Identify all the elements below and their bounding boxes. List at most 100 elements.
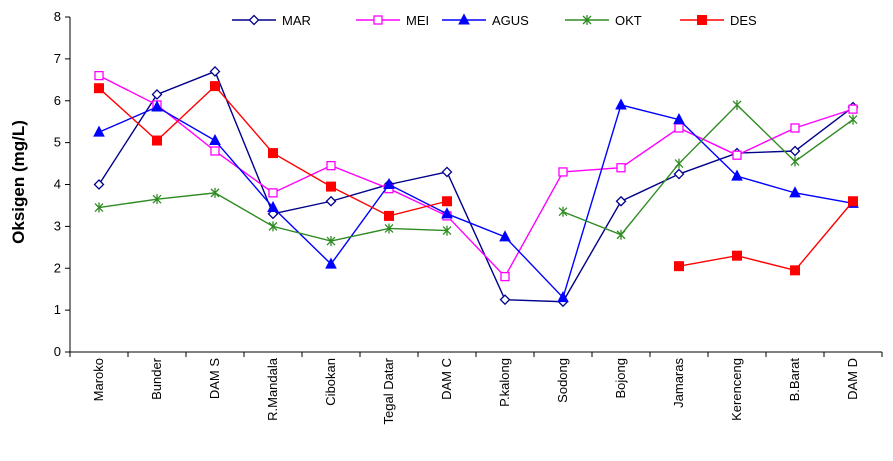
data-point bbox=[582, 15, 592, 25]
data-point bbox=[325, 257, 337, 269]
y-tick-label: 3 bbox=[54, 218, 61, 233]
data-point bbox=[93, 179, 105, 190]
data-point bbox=[674, 261, 684, 272]
data-point bbox=[790, 123, 800, 133]
legend-item-des: DES bbox=[680, 13, 757, 28]
legend-label: AGUS bbox=[492, 13, 529, 28]
series-mar bbox=[93, 66, 859, 308]
data-point bbox=[210, 187, 220, 198]
data-point bbox=[93, 125, 105, 137]
y-tick-label: 8 bbox=[54, 9, 61, 24]
data-point bbox=[615, 195, 627, 207]
data-point bbox=[152, 194, 162, 205]
x-tick-label: DAM D bbox=[845, 358, 860, 400]
data-point bbox=[557, 290, 569, 303]
x-tick-label: Kerenceng bbox=[729, 358, 744, 421]
series-agus bbox=[93, 98, 859, 303]
series-line bbox=[678, 200, 854, 272]
data-point bbox=[673, 168, 685, 180]
data-point bbox=[458, 13, 470, 25]
y-tick-label: 1 bbox=[54, 302, 61, 317]
legend-item-mei: MEI bbox=[356, 13, 429, 28]
data-point bbox=[267, 200, 279, 213]
y-axis-label: Oksigen (mg/L) bbox=[9, 120, 28, 244]
data-point bbox=[499, 230, 511, 242]
data-point bbox=[210, 146, 220, 156]
data-point bbox=[674, 123, 684, 133]
data-point bbox=[442, 225, 452, 236]
data-point bbox=[848, 104, 858, 114]
data-point bbox=[616, 163, 626, 173]
series-line bbox=[98, 104, 854, 299]
data-point bbox=[441, 207, 453, 219]
data-point bbox=[790, 156, 800, 167]
x-tick-labels: Maroko Bunder DAM S R.Mandala Cibokan Tegal D… bbox=[91, 357, 860, 424]
data-point bbox=[674, 158, 684, 169]
data-point bbox=[326, 181, 336, 192]
data-point bbox=[697, 15, 707, 25]
series-line bbox=[98, 70, 854, 303]
y-tick-labels: 0 1 2 3 4 5 6 7 8 bbox=[54, 9, 61, 359]
series-line bbox=[562, 103, 854, 236]
y-tick-label: 2 bbox=[54, 260, 61, 275]
x-tick-label: Tegal Datar bbox=[381, 357, 396, 424]
axes bbox=[65, 16, 883, 357]
data-point bbox=[268, 221, 278, 232]
data-point bbox=[326, 161, 336, 171]
data-point bbox=[373, 15, 383, 25]
legend-item-mar: MAR bbox=[232, 13, 311, 28]
data-point bbox=[558, 167, 568, 177]
legend-item-okt: OKT bbox=[565, 13, 642, 28]
y-tick-label: 5 bbox=[54, 135, 61, 150]
data-point bbox=[94, 202, 104, 213]
data-point bbox=[616, 229, 626, 240]
series-line bbox=[98, 75, 854, 278]
x-tick-label: Maroko bbox=[91, 358, 106, 401]
data-point bbox=[209, 66, 221, 77]
legend-label: DES bbox=[730, 13, 757, 28]
data-point bbox=[383, 177, 395, 189]
x-tick-label: DAM C bbox=[439, 358, 454, 400]
x-tick-label: R.Mandala bbox=[265, 357, 280, 421]
legend-item-agus: AGUS bbox=[442, 13, 529, 28]
x-tick-label: Bunder bbox=[149, 357, 164, 400]
x-tick-label: Jamaras bbox=[671, 358, 686, 408]
data-point bbox=[151, 89, 163, 100]
data-point bbox=[789, 186, 801, 198]
x-tick-label: DAM S bbox=[207, 358, 222, 400]
data-point bbox=[384, 210, 394, 221]
y-tick-label: 6 bbox=[54, 93, 61, 108]
y-tick-label: 7 bbox=[54, 51, 61, 66]
legend-label: MEI bbox=[406, 13, 429, 28]
data-point bbox=[268, 188, 278, 198]
data-point bbox=[731, 169, 743, 181]
data-point bbox=[210, 81, 220, 92]
data-point bbox=[789, 145, 801, 157]
data-point bbox=[790, 265, 800, 276]
data-point bbox=[848, 114, 858, 125]
series-mei bbox=[94, 70, 858, 282]
data-point bbox=[152, 135, 162, 146]
data-point bbox=[325, 195, 337, 207]
data-point bbox=[442, 196, 452, 207]
data-point bbox=[94, 70, 104, 81]
x-tick-label: Bojong bbox=[613, 358, 628, 398]
x-tick-label: B.Barat bbox=[787, 358, 802, 402]
y-tick-label: 0 bbox=[54, 344, 61, 359]
data-point bbox=[94, 83, 104, 94]
data-point bbox=[441, 166, 453, 178]
data-point bbox=[732, 250, 742, 261]
data-point bbox=[673, 113, 685, 125]
series-group bbox=[93, 66, 859, 308]
legend-label: MAR bbox=[282, 13, 311, 28]
data-point bbox=[326, 236, 336, 247]
data-point bbox=[500, 271, 510, 282]
series-des bbox=[94, 81, 858, 276]
legend-label: OKT bbox=[615, 13, 642, 28]
data-point bbox=[732, 99, 742, 110]
data-point bbox=[615, 98, 627, 110]
series-okt bbox=[94, 99, 858, 247]
x-tick-label: Sodong bbox=[555, 358, 570, 403]
data-point bbox=[732, 150, 742, 160]
